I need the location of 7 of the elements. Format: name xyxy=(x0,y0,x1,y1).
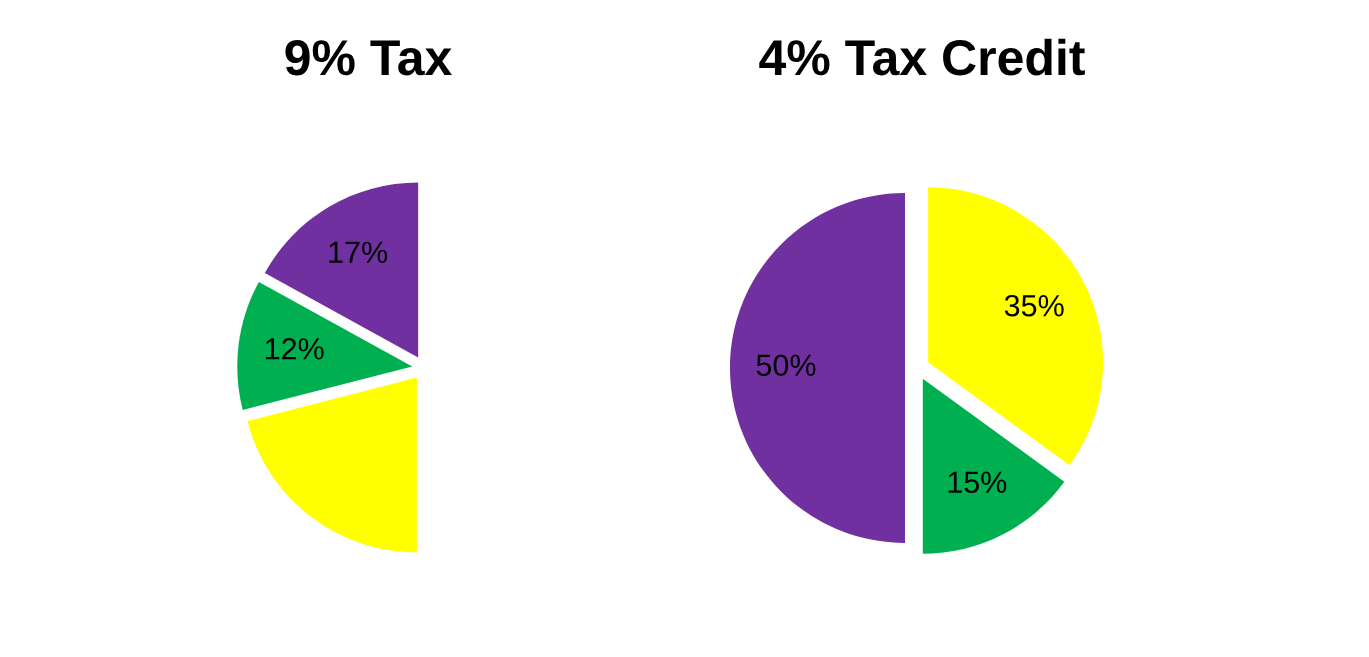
data-label: 15% xyxy=(948,471,1007,494)
data-label: 12% xyxy=(265,338,324,360)
chart-title: 4% Tax Credit xyxy=(759,38,1085,76)
data-label: 17% xyxy=(329,241,388,264)
data-label: 35% xyxy=(1004,294,1064,317)
chart-title: 9% Tax xyxy=(285,40,452,76)
data-label: 50% xyxy=(756,354,816,377)
